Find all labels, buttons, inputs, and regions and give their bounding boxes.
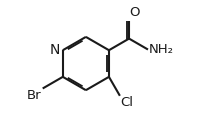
Text: Cl: Cl [121,96,134,109]
Text: NH₂: NH₂ [149,43,174,56]
Text: Br: Br [27,89,41,102]
Text: O: O [130,6,140,19]
Text: N: N [49,43,60,57]
